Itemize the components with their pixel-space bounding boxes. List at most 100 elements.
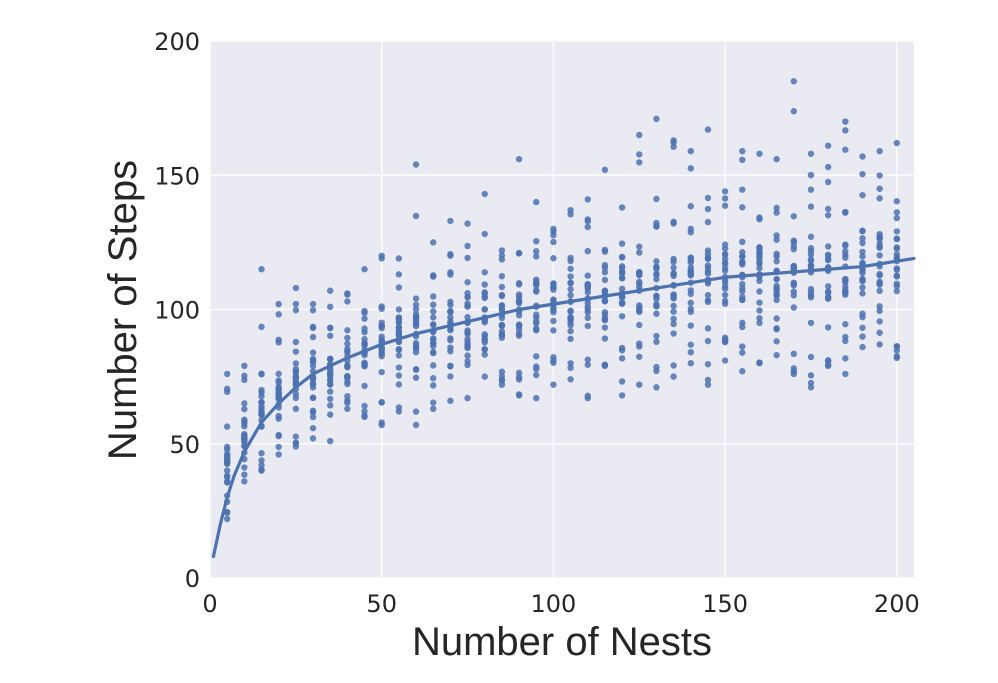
- data-point: [515, 281, 523, 288]
- data-point: [653, 115, 660, 123]
- data-point: [309, 333, 317, 341]
- data-point: [275, 336, 282, 343]
- data-point: [378, 399, 385, 406]
- x-tick-label: 200: [874, 590, 920, 618]
- data-point: [275, 385, 282, 392]
- data-point: [481, 230, 488, 238]
- data-point: [395, 381, 403, 388]
- data-point: [670, 330, 677, 337]
- data-point: [618, 285, 626, 293]
- data-point: [721, 285, 729, 292]
- data-point: [721, 241, 729, 248]
- data-point: [223, 515, 231, 523]
- data-point: [773, 296, 780, 304]
- data-point: [704, 325, 712, 332]
- data-point: [618, 240, 626, 247]
- data-point: [893, 343, 901, 350]
- data-point: [326, 381, 334, 388]
- data-point: [309, 424, 317, 432]
- data-point: [704, 381, 712, 388]
- data-point: [326, 437, 334, 445]
- data-point: [223, 478, 231, 485]
- data-point: [464, 361, 471, 369]
- data-point: [395, 306, 403, 313]
- data-point: [807, 233, 815, 240]
- data-point: [842, 209, 849, 216]
- y-tick-labels: 0 50 100 150 200: [154, 28, 200, 593]
- data-point: [344, 298, 351, 305]
- data-point: [567, 292, 574, 299]
- data-point: [309, 307, 317, 314]
- data-point: [533, 253, 540, 260]
- data-point: [859, 239, 866, 247]
- data-point: [309, 435, 317, 442]
- data-point: [430, 314, 437, 321]
- data-point: [601, 276, 609, 284]
- data-point: [464, 303, 471, 310]
- data-point: [670, 320, 677, 328]
- data-point: [412, 339, 420, 347]
- data-point: [275, 300, 282, 308]
- data-point: [893, 245, 901, 252]
- data-point: [430, 308, 437, 315]
- data-point: [464, 289, 471, 297]
- data-point: [670, 362, 677, 369]
- data-point: [498, 322, 506, 329]
- data-point: [807, 150, 815, 157]
- data-point: [756, 288, 763, 295]
- data-point: [361, 315, 368, 322]
- data-point: [395, 271, 403, 278]
- data-point: [498, 368, 506, 375]
- data-point: [601, 324, 609, 331]
- data-point: [447, 362, 454, 369]
- data-point: [361, 402, 368, 410]
- data-point: [309, 413, 317, 421]
- data-point: [430, 321, 437, 328]
- x-tick-label: 100: [531, 590, 577, 618]
- data-point: [670, 315, 677, 323]
- data-point: [395, 372, 403, 379]
- data-point: [859, 191, 866, 199]
- data-point: [258, 266, 265, 273]
- data-point: [223, 509, 231, 516]
- data-point: [223, 472, 231, 479]
- data-point: [447, 217, 454, 225]
- data-point: [344, 334, 351, 342]
- data-point: [859, 284, 866, 291]
- fit-line: [211, 256, 916, 559]
- data-point: [223, 370, 231, 378]
- data-point: [636, 249, 643, 256]
- data-point: [412, 306, 420, 313]
- data-point: [567, 313, 574, 321]
- data-point: [584, 361, 591, 368]
- data-point: [498, 283, 506, 291]
- data-point: [653, 332, 660, 340]
- data-point: [670, 218, 677, 226]
- data-point: [481, 289, 488, 296]
- data-point: [618, 274, 626, 281]
- data-point: [412, 161, 420, 168]
- data-point: [533, 248, 540, 255]
- data-point: [430, 399, 437, 406]
- data-point: [704, 298, 712, 306]
- data-point: [430, 339, 437, 347]
- data-point: [258, 386, 265, 394]
- data-point: [515, 391, 523, 398]
- data-point: [378, 324, 385, 332]
- data-point: [326, 287, 334, 294]
- data-point: [859, 170, 866, 178]
- data-point: [533, 198, 540, 206]
- data-point: [721, 297, 729, 304]
- data-point: [258, 457, 265, 464]
- data-point: [756, 250, 763, 258]
- data-point: [876, 172, 883, 179]
- data-point: [292, 338, 300, 346]
- data-point: [790, 239, 798, 246]
- data-point: [258, 466, 265, 473]
- data-point: [721, 195, 729, 202]
- data-point: [636, 353, 643, 360]
- data-point: [223, 388, 231, 396]
- data-point: [601, 361, 609, 368]
- data-point: [412, 322, 420, 330]
- data-point: [876, 195, 883, 202]
